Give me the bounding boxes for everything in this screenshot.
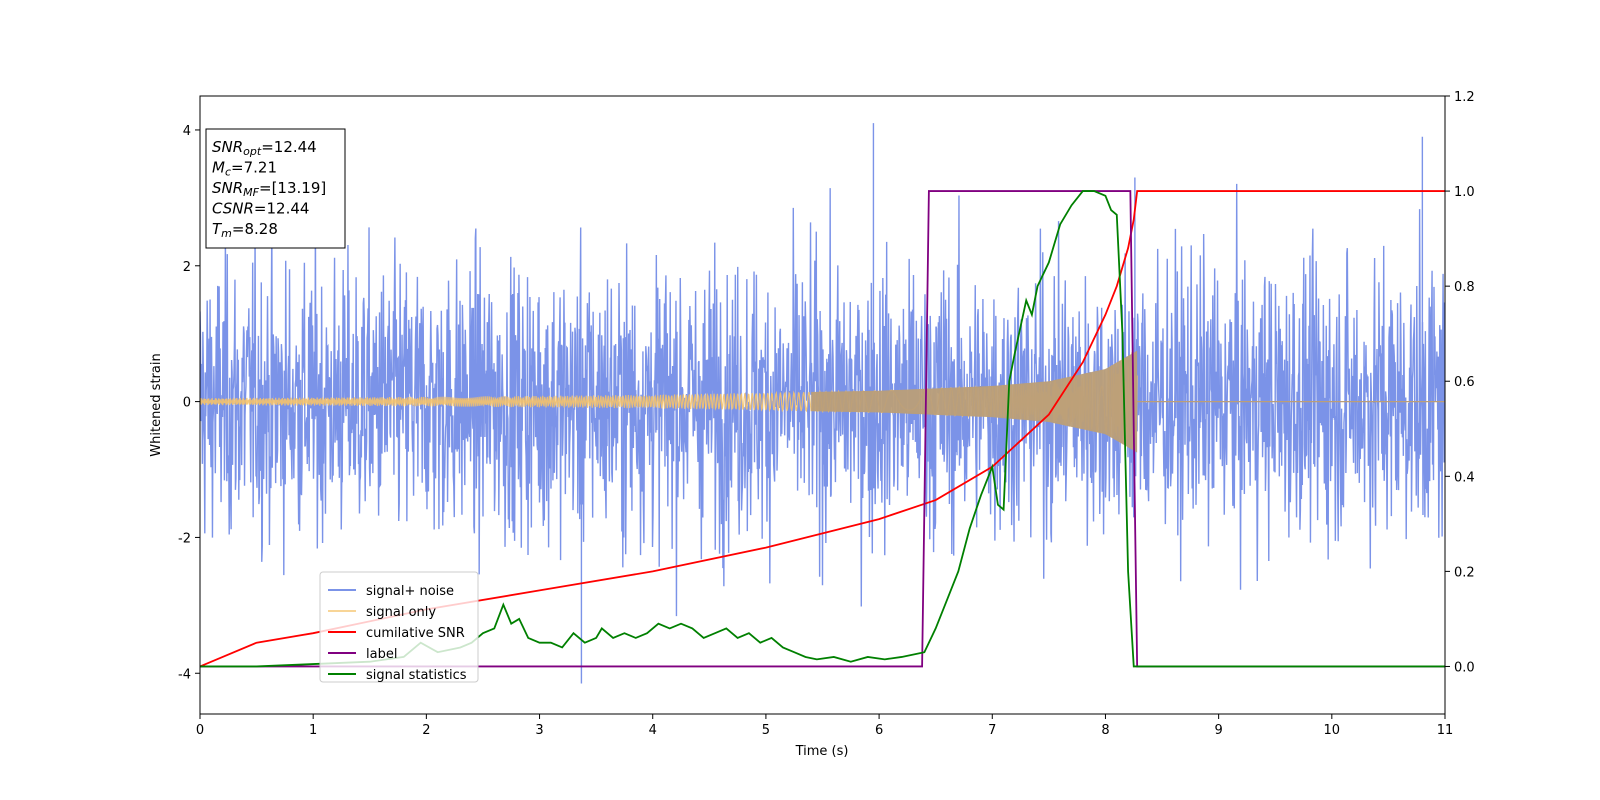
annotation-line: SNRMF=[13.19] <box>212 179 326 199</box>
y2-tick-label: 0.2 <box>1454 565 1475 580</box>
annotation-subscript: c <box>225 166 231 179</box>
y2-tick-label: 0.0 <box>1454 660 1475 675</box>
legend-label: signal+ noise <box>366 584 454 599</box>
x-tick-label: 8 <box>1101 723 1109 738</box>
x-tick-label: 0 <box>196 723 204 738</box>
annotation-symbol: SNR <box>212 138 243 156</box>
x-axis-label: Time (s) <box>795 744 849 759</box>
annotation-symbol: CSNR <box>212 200 254 218</box>
series-signal-statistics <box>200 190 1445 668</box>
annotation-subscript: MF <box>243 186 259 199</box>
y-tick-label: -4 <box>178 667 191 682</box>
snr-annotation-box: SNRopt=12.44Mc=7.21SNRMF=[13.19]CSNR=12.… <box>205 128 346 249</box>
signal-only-envelope <box>811 350 1138 453</box>
x-tick-label: 7 <box>988 723 996 738</box>
y-axis-label: Whitened strain <box>149 353 164 456</box>
annotation-subscript: m <box>221 227 232 240</box>
legend-label: signal statistics <box>366 668 467 683</box>
annotation-value: =8.28 <box>232 220 278 238</box>
x-tick-label: 9 <box>1214 723 1222 738</box>
annotation-value: =[13.19] <box>259 179 326 197</box>
annotation-line: SNRopt=12.44 <box>212 138 317 158</box>
annotation-subscript: opt <box>243 145 262 158</box>
y-tick-label: -2 <box>178 531 191 546</box>
annotation-value: =12.44 <box>254 200 310 218</box>
x-tick-label: 11 <box>1437 723 1454 738</box>
annotation-value: =7.21 <box>231 159 277 177</box>
y2-tick-label: 0.8 <box>1454 280 1475 295</box>
annotation-value: =12.44 <box>261 138 317 156</box>
legend-label: signal only <box>366 605 436 620</box>
annotation-symbol: T <box>212 220 223 238</box>
x-tick-label: 5 <box>762 723 770 738</box>
y-tick-label: 4 <box>183 124 191 139</box>
x-tick-label: 6 <box>875 723 883 738</box>
y2-tick-label: 1.2 <box>1454 90 1475 105</box>
annotation-symbol: SNR <box>212 179 243 197</box>
x-tick-label: 3 <box>535 723 543 738</box>
x-tick-label: 10 <box>1324 723 1341 738</box>
y2-tick-label: 1.0 <box>1454 185 1475 200</box>
x-tick-label: 4 <box>649 723 657 738</box>
annotation-line: Mc=7.21 <box>212 159 277 179</box>
x-tick-label: 1 <box>309 723 317 738</box>
plot-frame <box>199 95 1446 715</box>
y2-tick-label: 0.6 <box>1454 375 1475 390</box>
annotation-line: Tm=8.28 <box>212 220 278 240</box>
x-tick-label: 2 <box>422 723 430 738</box>
y-tick-label: 0 <box>183 396 191 411</box>
legend-label: label <box>366 647 397 662</box>
series-signal-noise <box>200 183 1445 617</box>
annotation-symbol: M <box>212 159 225 177</box>
y2-tick-label: 0.4 <box>1454 470 1475 485</box>
legend-label: cumilative SNR <box>366 626 465 641</box>
y-tick-label: 2 <box>183 260 191 275</box>
legend: signal+ noise signal only cumilative SNR la… <box>319 571 479 683</box>
annotation-line: CSNR=12.44 <box>212 200 309 218</box>
